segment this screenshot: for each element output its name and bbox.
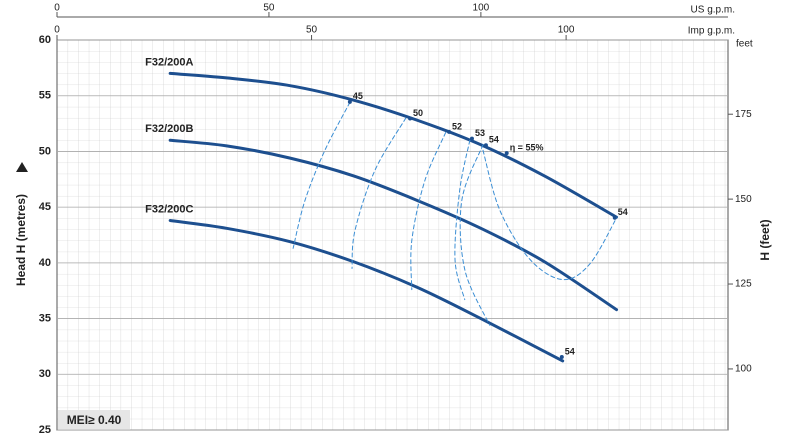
y-tick-label: 45 <box>39 201 51 213</box>
annotation-dot <box>447 129 452 134</box>
y2-tick-label: 100 <box>735 364 752 375</box>
annotation: 45 <box>353 91 363 101</box>
badge-box <box>58 410 130 430</box>
x-tick-label: 0 <box>54 3 60 14</box>
us-axis-label: US g.p.m. <box>691 5 735 16</box>
feet-unit: feet <box>736 39 753 50</box>
annotation-dot <box>347 99 352 104</box>
pump-curve <box>168 138 619 312</box>
x-tick-label: 50 <box>263 3 275 14</box>
annotation: 54 <box>618 207 628 217</box>
annotation: 53 <box>475 128 485 138</box>
y-tick-label: 55 <box>39 90 51 102</box>
annotation-dot <box>408 116 413 121</box>
y-tick-label: 50 <box>39 145 51 157</box>
badge: MEI≥ 0.40 <box>67 413 122 427</box>
x2-tick-label: 0 <box>54 25 60 36</box>
x2-tick-label: 100 <box>558 25 575 36</box>
annotation-dot <box>612 215 617 220</box>
curve-label: F32/200B <box>145 123 193 135</box>
y-tick-label: 30 <box>39 368 51 380</box>
y-axis-title: Head H (metres) <box>14 194 28 286</box>
efficiency-line <box>454 139 471 301</box>
y-axis-arrow <box>16 162 28 172</box>
y-tick-label: 35 <box>39 312 51 324</box>
x-tick-label: 100 <box>473 3 490 14</box>
curve-label: F32/200A <box>145 56 193 68</box>
efficiency-line <box>459 144 491 326</box>
efficiency-line <box>482 149 618 281</box>
pump-curve <box>168 219 565 363</box>
annotation-dot <box>504 151 509 156</box>
annotation: 52 <box>452 121 462 131</box>
imp-axis-label: Imp g.p.m. <box>688 26 735 37</box>
y2-axis-title: H (feet) <box>758 219 772 260</box>
y2-tick-label: 150 <box>735 194 752 205</box>
curve-label: F32/200C <box>145 203 193 215</box>
annotation: 50 <box>413 108 423 118</box>
y-tick-label: 60 <box>39 34 51 46</box>
pump-curve <box>168 71 619 219</box>
annotation-dot <box>559 355 564 359</box>
y-tick-label: 25 <box>39 424 51 436</box>
x2-tick-label: 50 <box>306 25 318 36</box>
minor-grid <box>57 40 728 430</box>
y-tick-label: 40 <box>39 257 51 269</box>
annotation: 54 <box>489 135 499 145</box>
annotation: η = 55% <box>510 142 544 152</box>
efficiency-line <box>410 131 447 291</box>
annotation: 54 <box>565 346 575 356</box>
efficiency-line <box>292 101 351 249</box>
y2-tick-label: 125 <box>735 279 752 290</box>
y2-tick-label: 175 <box>735 109 752 120</box>
annotation-dot <box>469 136 474 141</box>
efficiency-line <box>351 117 407 269</box>
annotation-dot <box>483 143 488 148</box>
